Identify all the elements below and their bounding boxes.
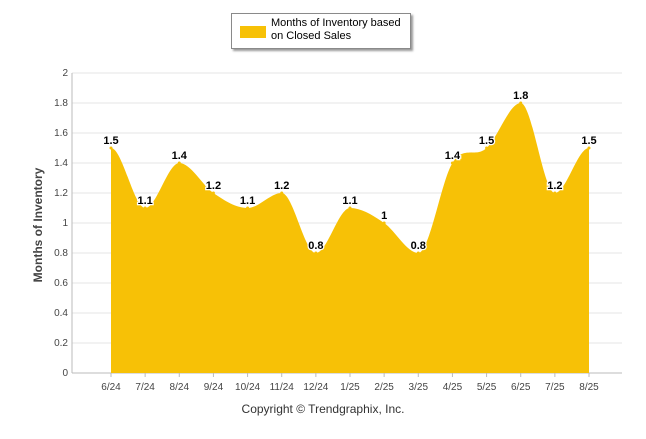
x-tick-label: 3/25: [409, 382, 429, 393]
x-tick-label: 2/25: [374, 382, 394, 393]
y-tick-label: 0: [62, 368, 68, 379]
data-label: 1.1: [342, 195, 357, 207]
data-point: [416, 251, 420, 255]
data-point: [450, 161, 454, 165]
data-label: 1.1: [137, 195, 152, 207]
legend-swatch: [240, 26, 266, 38]
y-tick-label: 1.4: [54, 158, 68, 169]
area-series: [111, 103, 589, 373]
data-label: 0.8: [308, 240, 323, 252]
copyright-footer: Copyright © Trendgraphix, Inc.: [241, 402, 405, 416]
data-label: 1: [381, 210, 387, 222]
x-tick-label: 5/25: [477, 382, 497, 393]
data-point: [348, 206, 352, 210]
y-axis-title: Months of Inventory: [31, 167, 45, 282]
data-label: 1.4: [172, 150, 188, 162]
data-label: 1.2: [206, 180, 221, 192]
data-label: 1.8: [513, 90, 528, 102]
data-point: [485, 146, 489, 150]
legend-label-line2: on Closed Sales: [271, 30, 352, 42]
x-tick-label: 10/24: [235, 382, 260, 393]
x-tick-label: 1/25: [340, 382, 360, 393]
legend-label-line1: Months of Inventory based: [271, 17, 401, 29]
y-tick-label: 1.2: [54, 188, 68, 199]
x-tick-label: 6/24: [101, 382, 121, 393]
data-point: [280, 191, 284, 195]
x-tick-label: 8/24: [170, 382, 190, 393]
legend: Months of Inventory based on Closed Sale…: [231, 13, 411, 49]
y-tick-label: 1.8: [54, 98, 68, 109]
data-label: 1.5: [581, 135, 596, 147]
y-tick-label: 1.6: [54, 128, 68, 139]
data-label: 1.5: [103, 135, 118, 147]
y-tick-label: 0.6: [54, 278, 68, 289]
x-tick-label: 11/24: [270, 382, 295, 393]
data-point: [109, 146, 113, 150]
data-point: [587, 146, 591, 150]
x-tick-label: 6/25: [511, 382, 531, 393]
y-tick-label: 2: [62, 68, 68, 79]
x-tick-label: 12/24: [303, 382, 328, 393]
data-point: [519, 101, 523, 105]
y-tick-label: 0.4: [54, 308, 68, 319]
x-tick-label: 8/25: [579, 382, 599, 393]
x-tick-label: 4/25: [443, 382, 463, 393]
data-point: [246, 206, 250, 210]
data-point: [553, 191, 557, 195]
x-tick-label: 7/25: [545, 382, 565, 393]
x-tick-label: 9/24: [204, 382, 224, 393]
legend-label: Months of Inventory based on Closed Sale…: [271, 17, 411, 43]
data-point: [143, 206, 147, 210]
y-tick-label: 0.2: [54, 338, 68, 349]
data-point: [211, 191, 215, 195]
data-label: 1.5: [479, 135, 494, 147]
data-label: 1.2: [274, 180, 289, 192]
data-label: 1.4: [445, 150, 461, 162]
data-point: [177, 161, 181, 165]
data-label: 1.2: [547, 180, 562, 192]
x-tick-label: 7/24: [135, 382, 155, 393]
data-label: 1.1: [240, 195, 255, 207]
data-point: [314, 251, 318, 255]
y-tick-label: 1: [62, 218, 68, 229]
data-label: 0.8: [411, 240, 426, 252]
data-point: [382, 221, 386, 225]
y-tick-label: 0.8: [54, 248, 68, 259]
